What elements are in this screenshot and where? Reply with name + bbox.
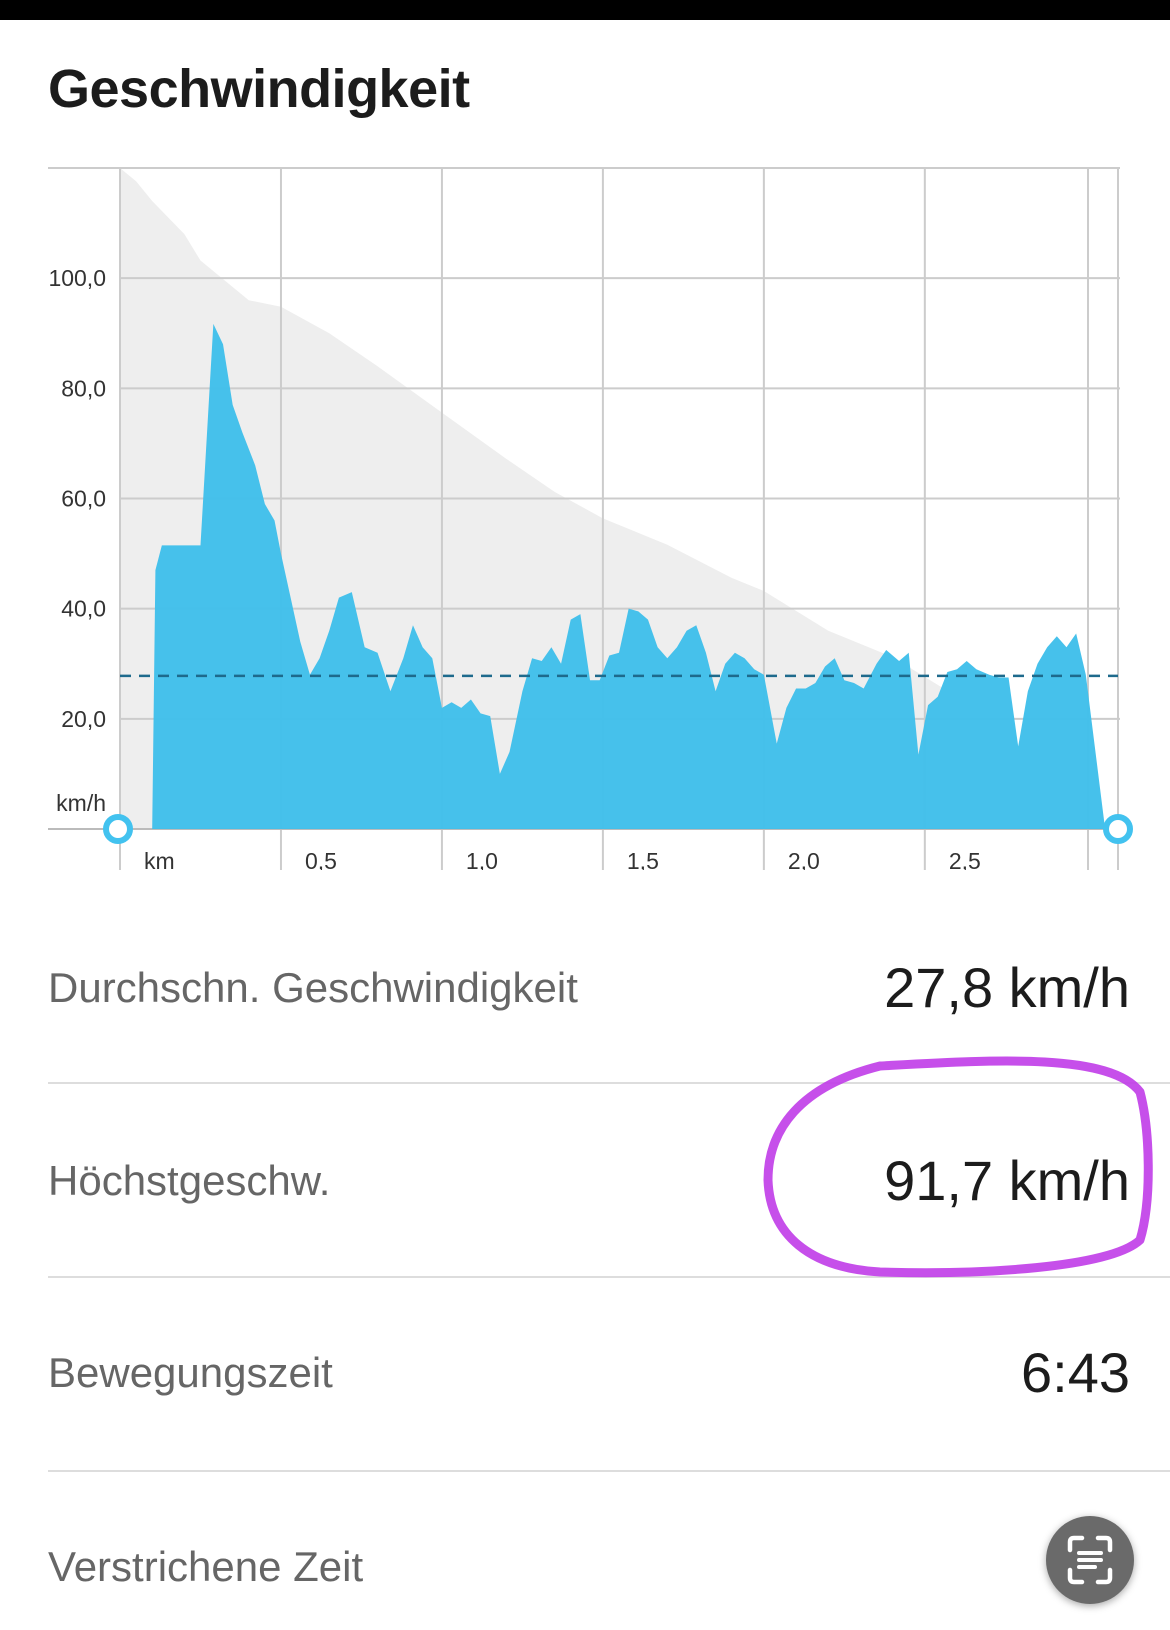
moving-time-value: 6:43 (1021, 1341, 1130, 1404)
x-tick-label: 2,5 (949, 848, 981, 870)
divider (48, 1470, 1170, 1472)
range-end-handle[interactable] (1103, 814, 1133, 844)
x-tick-label: 1,5 (627, 848, 659, 870)
y-unit-label: km/h (56, 790, 106, 816)
y-tick-label: 80,0 (61, 375, 106, 401)
y-tick-label: 40,0 (61, 596, 106, 622)
divider (48, 1276, 1170, 1278)
x-unit-label: km (144, 848, 175, 870)
avg-speed-value: 27,8 km/h (884, 956, 1130, 1019)
divider (48, 1082, 1170, 1084)
avg-speed-label: Durchschn. Geschwindigkeit (48, 963, 578, 1011)
speed-area (120, 323, 1106, 829)
status-bar (0, 0, 1170, 20)
y-tick-label: 100,0 (48, 265, 106, 291)
stat-row-elapsed-time: Verstrichene Zeit 7 (48, 1534, 1130, 1599)
y-tick-label: 20,0 (61, 706, 106, 732)
section-title: Geschwindigkeit (48, 59, 470, 119)
stat-row-max-speed: Höchstgeschw. 91,7 km/h (48, 1148, 1130, 1213)
elapsed-time-label: Verstrichene Zeit (48, 1542, 364, 1590)
scan-text-button[interactable] (1046, 1516, 1134, 1604)
speed-chart: 20,0 40,0 60,0 80,0 100,0 km/h km 0,5 1,0 1,5 2,0 2… (48, 167, 1133, 870)
y-tick-label: 60,0 (61, 486, 106, 512)
moving-time-label: Bewegungszeit (48, 1348, 333, 1396)
stat-row-moving-time: Bewegungszeit 6:43 (48, 1340, 1130, 1405)
x-tick-label: 1,0 (466, 848, 498, 870)
max-speed-value: 91,7 km/h (884, 1149, 1130, 1212)
scan-text-icon (1067, 1535, 1113, 1585)
range-start-handle[interactable] (103, 814, 133, 844)
stat-row-avg-speed: Durchschn. Geschwindigkeit 27,8 km/h (48, 955, 1130, 1020)
max-speed-label: Höchstgeschw. (48, 1156, 331, 1204)
x-tick-label: 0,5 (305, 848, 337, 870)
x-tick-label: 2,0 (788, 848, 820, 870)
